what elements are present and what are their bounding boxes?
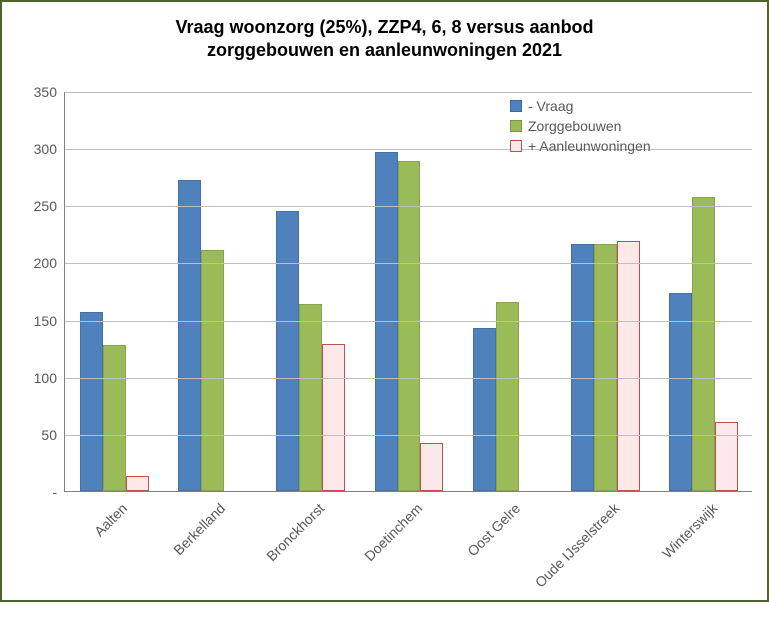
y-tick-label: 150 (34, 313, 57, 329)
chart-container: Vraag woonzorg (25%), ZZP4, 6, 8 versus … (0, 0, 769, 602)
bar (322, 344, 345, 491)
bar (473, 328, 496, 491)
legend-swatch (510, 120, 522, 132)
bar (617, 241, 640, 491)
x-tick-label: Berkelland (111, 500, 228, 617)
bar (692, 197, 715, 491)
gridline (65, 92, 752, 93)
x-tick-label: Doetinchem (308, 500, 425, 617)
bar (496, 302, 519, 491)
x-tick-label: Aalten (13, 500, 130, 617)
bar (715, 422, 738, 491)
bar (126, 476, 149, 491)
gridline (65, 378, 752, 379)
x-tick-label: Bronckhorst (210, 500, 327, 617)
bar (571, 244, 594, 491)
gridline (65, 321, 752, 322)
title-line-1: Vraag woonzorg (25%), ZZP4, 6, 8 versus … (175, 17, 593, 37)
gridline (65, 263, 752, 264)
y-tick-label: 300 (34, 141, 57, 157)
legend-item: + Aanleunwoningen (510, 138, 651, 154)
x-tick-label: Winterswijk (603, 500, 720, 617)
legend-item: - Vraag (510, 98, 651, 114)
legend-label: Zorggebouwen (528, 118, 621, 134)
title-line-2: zorggebouwen en aanleunwoningen 2021 (207, 40, 562, 60)
legend-item: Zorggebouwen (510, 118, 651, 134)
bar (276, 211, 299, 491)
bar (594, 244, 617, 491)
y-tick-label: 200 (34, 255, 57, 271)
bar (80, 312, 103, 491)
x-tick-label: Oude IJsselstreek (504, 500, 621, 617)
y-tick-label: 50 (41, 427, 57, 443)
gridline (65, 435, 752, 436)
legend-swatch (510, 140, 522, 152)
bar (669, 293, 692, 491)
legend: - Vraag Zorggebouwen + Aanleunwoningen (510, 98, 651, 154)
bar (201, 250, 224, 491)
y-tick-label: 100 (34, 370, 57, 386)
y-tick-label: 350 (34, 84, 57, 100)
legend-swatch (510, 100, 522, 112)
legend-label: + Aanleunwoningen (528, 138, 651, 154)
legend-label: - Vraag (528, 98, 573, 114)
y-tick-label: - (52, 484, 57, 500)
bar (398, 161, 421, 491)
bar (420, 443, 443, 491)
x-tick-label: Oost Gelre (406, 500, 523, 617)
bar (299, 304, 322, 491)
gridline (65, 206, 752, 207)
bar (178, 180, 201, 491)
chart-title: Vraag woonzorg (25%), ZZP4, 6, 8 versus … (2, 16, 767, 61)
bar (103, 345, 126, 491)
y-tick-label: 250 (34, 198, 57, 214)
